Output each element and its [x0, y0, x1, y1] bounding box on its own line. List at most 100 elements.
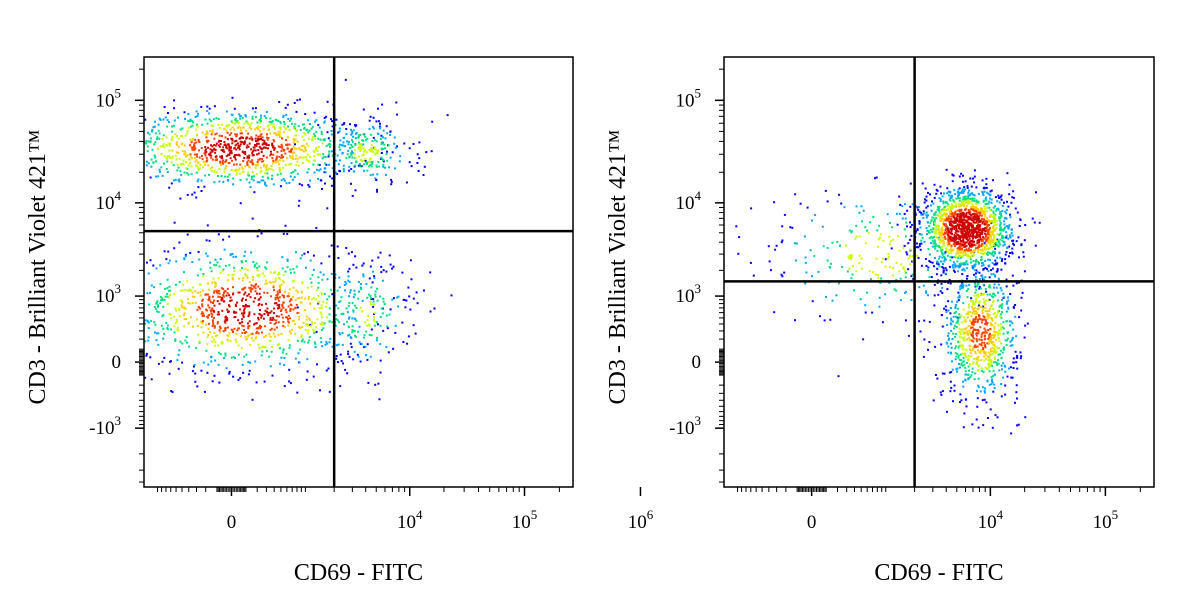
event-dot: [403, 142, 406, 145]
event-dot: [998, 252, 1001, 255]
event-dot: [1005, 343, 1008, 346]
event-dot: [945, 215, 948, 218]
event-dot: [371, 162, 374, 165]
event-dot: [191, 137, 194, 140]
event-dot: [993, 361, 996, 364]
event-dot: [244, 151, 247, 153]
event-dot: [906, 209, 909, 212]
event-dot: [272, 281, 275, 284]
event-dot: [946, 254, 949, 257]
event-dot: [330, 244, 333, 247]
event-dot: [233, 169, 236, 172]
event-dot: [1005, 208, 1008, 211]
event-dot: [331, 167, 334, 170]
event-dot: [232, 292, 235, 295]
event-dot: [274, 298, 277, 301]
event-dot: [256, 161, 259, 163]
event-dot: [929, 261, 932, 263]
event-dot: [933, 265, 935, 268]
event-dot: [950, 319, 953, 322]
event-dot: [939, 185, 942, 188]
event-dot: [277, 321, 280, 324]
event-dot: [977, 369, 980, 372]
event-dot: [992, 237, 995, 240]
event-dot: [211, 324, 214, 327]
event-dot: [331, 154, 334, 157]
event-dot: [271, 162, 274, 165]
event-dot: [254, 322, 257, 325]
event-dot: [228, 133, 231, 136]
event-dot: [862, 338, 865, 341]
event-dot: [945, 311, 948, 313]
event-dot: [993, 387, 996, 389]
event-dot: [937, 229, 940, 232]
event-dot: [974, 329, 977, 331]
event-dot: [219, 353, 222, 356]
event-dot: [902, 247, 905, 250]
event-dot: [979, 211, 982, 214]
event-dot: [935, 243, 937, 246]
event-dot: [340, 312, 343, 315]
event-dot: [972, 308, 975, 311]
event-dot: [296, 339, 299, 342]
event-dot: [809, 249, 812, 252]
event-dot: [994, 331, 997, 334]
event-dot: [360, 165, 363, 168]
event-dot: [246, 269, 249, 272]
event-dot: [920, 242, 923, 245]
event-dot: [961, 352, 964, 355]
event-dot: [298, 199, 301, 202]
event-dot: [224, 143, 227, 146]
event-dot: [374, 148, 377, 151]
event-dot: [991, 262, 994, 265]
event-dot: [992, 254, 995, 257]
event-dot: [737, 252, 740, 255]
event-dot: [226, 179, 229, 181]
event-dot: [329, 337, 332, 340]
event-dot: [990, 378, 993, 381]
event-dot: [287, 125, 290, 128]
event-dot: [940, 192, 943, 195]
event-dot: [364, 135, 367, 138]
event-dot: [855, 224, 858, 227]
event-dot: [972, 300, 974, 303]
event-dot: [251, 107, 254, 110]
event-dot: [968, 249, 971, 252]
event-dot: [895, 261, 898, 264]
event-dot: [231, 253, 234, 255]
event-dot: [954, 303, 957, 306]
event-dot: [989, 190, 992, 193]
event-dot: [975, 219, 978, 222]
event-dot: [265, 282, 268, 285]
event-dot: [178, 315, 181, 318]
event-dot: [933, 283, 936, 286]
event-dot: [177, 116, 179, 119]
event-dot: [879, 282, 882, 284]
event-dot: [983, 213, 986, 216]
event-dot: [984, 387, 987, 390]
event-dot: [323, 171, 326, 174]
event-dot: [934, 211, 937, 214]
event-dot: [1003, 223, 1006, 226]
event-dot: [986, 312, 989, 315]
event-dot: [187, 301, 190, 304]
event-dot: [301, 338, 304, 341]
event-dot: [304, 149, 307, 151]
event-dot: [954, 255, 957, 258]
event-dot: [279, 122, 282, 125]
event-dot: [968, 303, 971, 306]
event-dot: [275, 158, 278, 161]
event-dot: [223, 150, 226, 153]
event-dot: [939, 290, 942, 293]
event-dot: [933, 304, 936, 307]
event-dot: [984, 310, 987, 313]
event-dot: [934, 374, 937, 376]
event-dot: [994, 352, 997, 355]
event-dot: [995, 223, 998, 226]
event-dot: [973, 303, 975, 306]
event-dot: [263, 275, 266, 278]
event-dot: [967, 200, 970, 203]
event-dot: [230, 328, 233, 331]
event-dot: [995, 270, 998, 273]
event-dot: [347, 275, 350, 278]
